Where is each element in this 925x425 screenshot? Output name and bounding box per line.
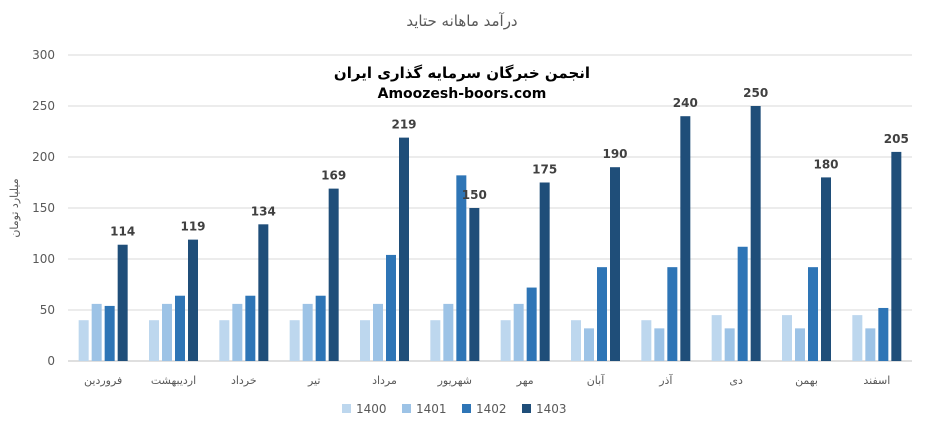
x-category-label: شهریور xyxy=(437,374,472,387)
bar-1402 xyxy=(737,246,748,361)
bar-1402 xyxy=(456,175,467,361)
bar-1400 xyxy=(430,320,441,361)
grid xyxy=(68,54,912,362)
data-label: 169 xyxy=(321,169,346,183)
legend-swatch-1403 xyxy=(522,404,531,413)
bar-1403 xyxy=(891,151,902,361)
legend-swatch-1401 xyxy=(402,404,411,413)
legend-swatch-1402 xyxy=(462,404,471,413)
bar-1402 xyxy=(878,307,889,361)
x-axis-categories: فروردین اردیبهشت خرداد تیر مرداد شهریور مهر آبا… xyxy=(84,373,890,387)
data-labels: 114 119 134 169 219 150 175 190 240 250 180 205 xyxy=(110,86,909,239)
legend: 1400 1401 1402 1403 xyxy=(342,402,567,416)
y-tick-label: 250 xyxy=(32,99,55,113)
bar-1403 xyxy=(117,244,128,361)
bar-1400 xyxy=(641,320,652,361)
data-label: 119 xyxy=(180,220,205,234)
legend-label-1401: 1401 xyxy=(416,402,447,416)
y-tick-label: 300 xyxy=(32,48,55,62)
y-tick-label: 50 xyxy=(40,303,55,317)
bars xyxy=(78,106,902,361)
data-label: 190 xyxy=(602,147,627,161)
bar-1401 xyxy=(162,303,172,361)
x-category-label: آبان xyxy=(587,373,605,387)
data-label: 240 xyxy=(673,96,698,110)
x-category-label: تیر xyxy=(307,374,320,387)
bar-1401 xyxy=(724,328,735,361)
bar-1402 xyxy=(175,295,185,361)
bar-1401 xyxy=(443,303,454,361)
bar-1401 xyxy=(795,328,805,361)
x-category-label: اردیبهشت xyxy=(151,374,196,387)
legend-label-1402: 1402 xyxy=(476,402,507,416)
bar-1402 xyxy=(104,305,115,361)
data-label: 114 xyxy=(110,225,135,239)
bar-1403 xyxy=(539,182,550,361)
bar-1400 xyxy=(782,315,792,361)
bar-1402 xyxy=(808,267,818,361)
bar-1400 xyxy=(571,320,581,361)
bar-1401 xyxy=(302,303,313,361)
bar-1400 xyxy=(78,320,89,361)
bar-1403 xyxy=(680,116,691,361)
bar-1403 xyxy=(469,208,480,361)
bar-1403 xyxy=(399,137,409,361)
bar-1401 xyxy=(232,303,243,361)
bar-1403 xyxy=(328,188,339,361)
bar-1401 xyxy=(654,328,665,361)
y-tick-label: 0 xyxy=(47,354,55,368)
data-label: 150 xyxy=(462,188,487,202)
bar-1403 xyxy=(188,239,198,361)
bar-1400 xyxy=(219,320,230,361)
y-tick-label: 200 xyxy=(32,150,55,164)
x-category-label: بهمن xyxy=(795,374,818,387)
data-label: 175 xyxy=(532,163,557,177)
bar-1400 xyxy=(149,320,159,361)
chart-title: درآمد ماهانه حتاید xyxy=(406,12,517,30)
x-category-label: آذر xyxy=(658,373,673,387)
y-axis-label: میلیارد تومان xyxy=(8,178,21,237)
bar-1403 xyxy=(610,167,620,361)
bar-1402 xyxy=(597,267,607,361)
legend-swatch-1400 xyxy=(342,404,351,413)
legend-label-1403: 1403 xyxy=(536,402,567,416)
bar-1402 xyxy=(315,295,326,361)
x-category-label: خرداد xyxy=(231,374,257,387)
bar-1401 xyxy=(865,328,876,361)
data-label: 180 xyxy=(813,157,838,171)
y-tick-label: 100 xyxy=(32,252,55,266)
bar-1403 xyxy=(821,177,831,361)
bar-1401 xyxy=(584,328,594,361)
data-label: 205 xyxy=(884,132,909,146)
x-category-label: فروردین xyxy=(84,374,122,387)
bar-1400 xyxy=(711,315,722,361)
bar-1403 xyxy=(750,106,761,361)
bar-1400 xyxy=(500,320,511,361)
bar-1401 xyxy=(373,303,383,361)
y-axis-ticks: 0 50 100 150 200 250 300 xyxy=(32,48,55,368)
bar-1402 xyxy=(386,254,396,361)
bar-1403 xyxy=(258,224,269,361)
bar-1401 xyxy=(91,303,102,361)
y-tick-label: 150 xyxy=(32,201,55,215)
watermark-line1: انجمن خبرگان سرمایه گذاری ایران xyxy=(334,64,590,82)
bar-1402 xyxy=(245,295,256,361)
x-category-label: اسفند xyxy=(863,374,890,387)
bar-1400 xyxy=(852,315,863,361)
bar-1401 xyxy=(513,303,524,361)
legend-label-1400: 1400 xyxy=(356,402,387,416)
bar-1400 xyxy=(360,320,370,361)
bar-1402 xyxy=(667,267,678,361)
bar-1400 xyxy=(289,320,300,361)
data-label: 134 xyxy=(251,204,276,218)
x-category-label: دی xyxy=(729,374,743,387)
data-label: 219 xyxy=(391,118,416,132)
bar-1402 xyxy=(526,287,537,361)
data-label: 250 xyxy=(743,86,768,100)
watermark-line2: Amoozesh-boors.com xyxy=(378,86,547,102)
x-category-label: مهر xyxy=(516,374,534,387)
x-category-label: مرداد xyxy=(372,374,397,387)
